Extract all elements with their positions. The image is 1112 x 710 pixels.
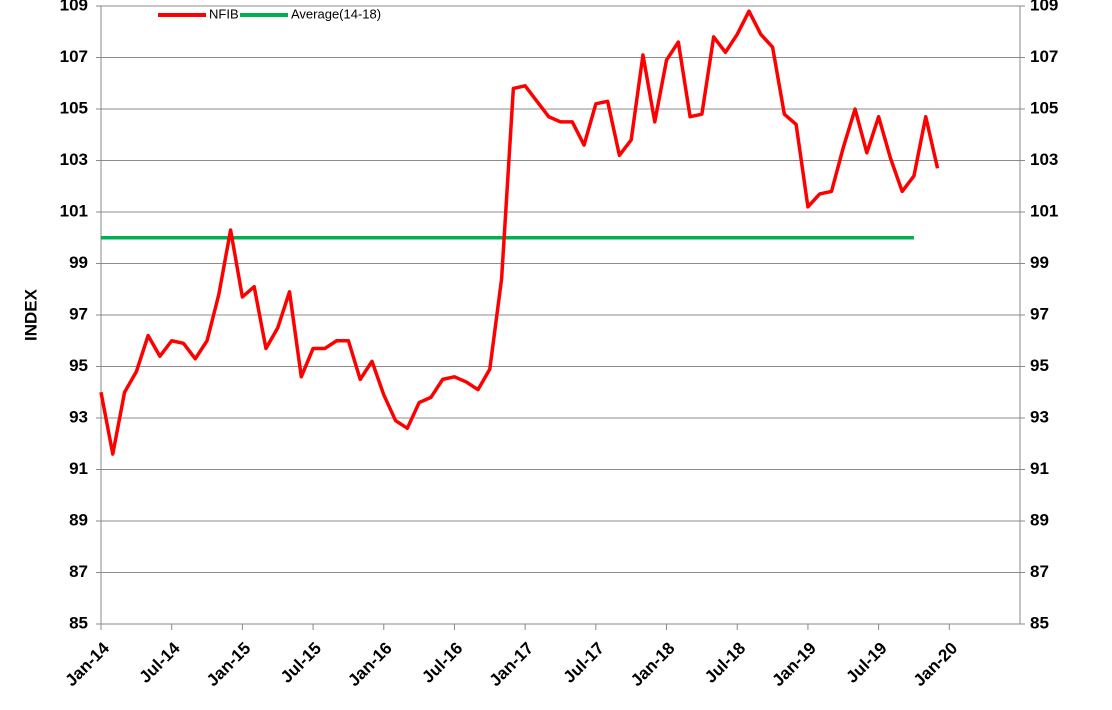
y2-tick-label: 103	[1030, 150, 1058, 169]
y2-tick-label: 99	[1030, 253, 1049, 272]
y-tick-label: 85	[69, 613, 88, 632]
x-tick-label: Jan-18	[627, 639, 679, 691]
y-tick-label: 107	[60, 47, 88, 66]
y-tick-label: 87	[69, 562, 88, 581]
x-tick-label: Jan-19	[768, 639, 820, 691]
legend-label: Average(14-18)	[291, 6, 381, 21]
y2-tick-label: 91	[1030, 459, 1049, 478]
y-tick-label: 89	[69, 510, 88, 529]
y-tick-label: 91	[69, 459, 88, 478]
y-tick-label: 109	[60, 0, 88, 14]
y2-tick-label: 89	[1030, 510, 1049, 529]
y2-tick-label: 85	[1030, 613, 1049, 632]
y2-tick-label: 101	[1030, 201, 1058, 220]
x-tick-label: Jul-17	[560, 639, 608, 687]
y2-tick-label: 95	[1030, 356, 1049, 375]
x-tick-label: Jan-14	[61, 638, 113, 690]
y-tick-label: 93	[69, 407, 88, 426]
y2-tick-label: 97	[1030, 304, 1049, 323]
x-tick-label: Jan-17	[486, 639, 538, 691]
x-tick-label: Jul-18	[701, 639, 749, 687]
y-tick-label: 101	[60, 201, 88, 220]
x-tick-label: Jan-20	[910, 639, 962, 691]
legend-label: NFIB	[209, 6, 239, 21]
y-tick-label: 99	[69, 253, 88, 272]
y-tick-label: 105	[60, 98, 88, 117]
series-line	[99, 9, 940, 456]
y-tick-label: 103	[60, 150, 88, 169]
y-tick-label: 97	[69, 304, 88, 323]
y-axis-label: INDEX	[21, 288, 40, 341]
x-tick-label: Jan-16	[344, 639, 396, 691]
y2-tick-label: 107	[1030, 47, 1058, 66]
x-tick-label: Jul-19	[842, 639, 890, 687]
y2-tick-label: 109	[1030, 0, 1058, 14]
x-tick-label: Jul-16	[418, 639, 466, 687]
y2-tick-label: 105	[1030, 98, 1058, 117]
y-tick-label: 95	[69, 356, 88, 375]
y2-tick-label: 93	[1030, 407, 1049, 426]
x-tick-label: Jul-15	[277, 639, 325, 687]
x-tick-label: Jan-15	[203, 639, 255, 691]
y2-tick-label: 87	[1030, 562, 1049, 581]
x-tick-label: Jul-14	[136, 638, 185, 687]
